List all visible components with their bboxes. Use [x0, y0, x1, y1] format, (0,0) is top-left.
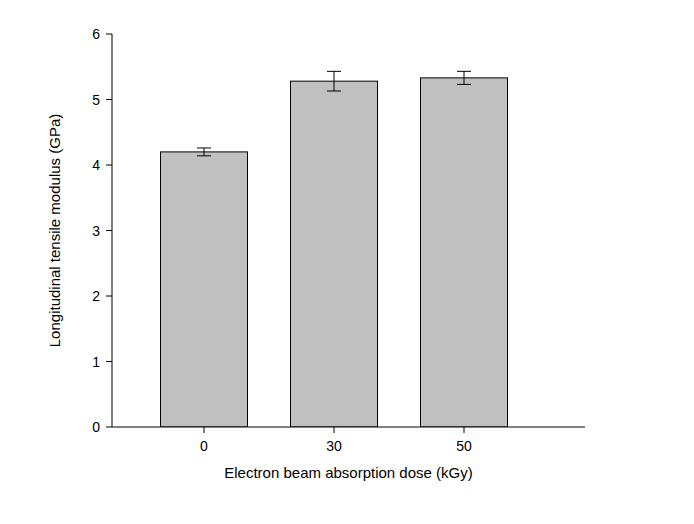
x-tick — [334, 427, 335, 433]
y-tick-label: 2 — [92, 288, 100, 304]
bar — [161, 152, 248, 427]
y-tick — [106, 99, 112, 100]
chart-container: 0 1 2 3 4 5 6 0 30 50 Electron beam absorption dos… — [0, 0, 694, 524]
y-tick-label: 5 — [92, 92, 100, 108]
x-tick-label: 30 — [326, 438, 342, 454]
bars — [161, 71, 508, 427]
x-tick-label: 50 — [456, 438, 472, 454]
error-line — [204, 148, 205, 156]
error-line — [464, 71, 465, 84]
error-cap — [327, 71, 341, 72]
y-tick — [106, 427, 112, 428]
y-tick — [106, 296, 112, 297]
y-tick-label: 3 — [92, 223, 100, 239]
y-tick-label: 0 — [92, 419, 100, 435]
y-tick-label: 6 — [92, 26, 100, 42]
y-tick-label: 1 — [92, 354, 100, 370]
x-axis — [112, 427, 585, 428]
x-axis-label: Electron beam absorption dose (kGy) — [224, 464, 472, 481]
error-bar — [457, 71, 471, 84]
x-tick-label: 0 — [200, 438, 208, 454]
y-tick — [106, 361, 112, 362]
x-tick — [464, 427, 465, 433]
error-bar — [197, 148, 211, 156]
error-cap — [327, 90, 341, 91]
error-cap — [197, 147, 211, 148]
bar — [421, 78, 508, 427]
y-tick-label: 4 — [92, 157, 100, 173]
y-tick — [106, 34, 112, 35]
error-bar — [327, 71, 341, 91]
bar — [291, 81, 378, 427]
error-line — [334, 71, 335, 91]
error-cap — [457, 84, 471, 85]
y-tick — [106, 165, 112, 166]
error-cap — [457, 71, 471, 72]
x-tick — [204, 427, 205, 433]
y-axis-label: Longitudinal tensile modulus (GPa) — [46, 114, 63, 347]
y-tick — [106, 230, 112, 231]
error-cap — [197, 155, 211, 156]
chart-svg: 0 1 2 3 4 5 6 0 30 50 Electron beam absorption dos… — [0, 0, 694, 524]
